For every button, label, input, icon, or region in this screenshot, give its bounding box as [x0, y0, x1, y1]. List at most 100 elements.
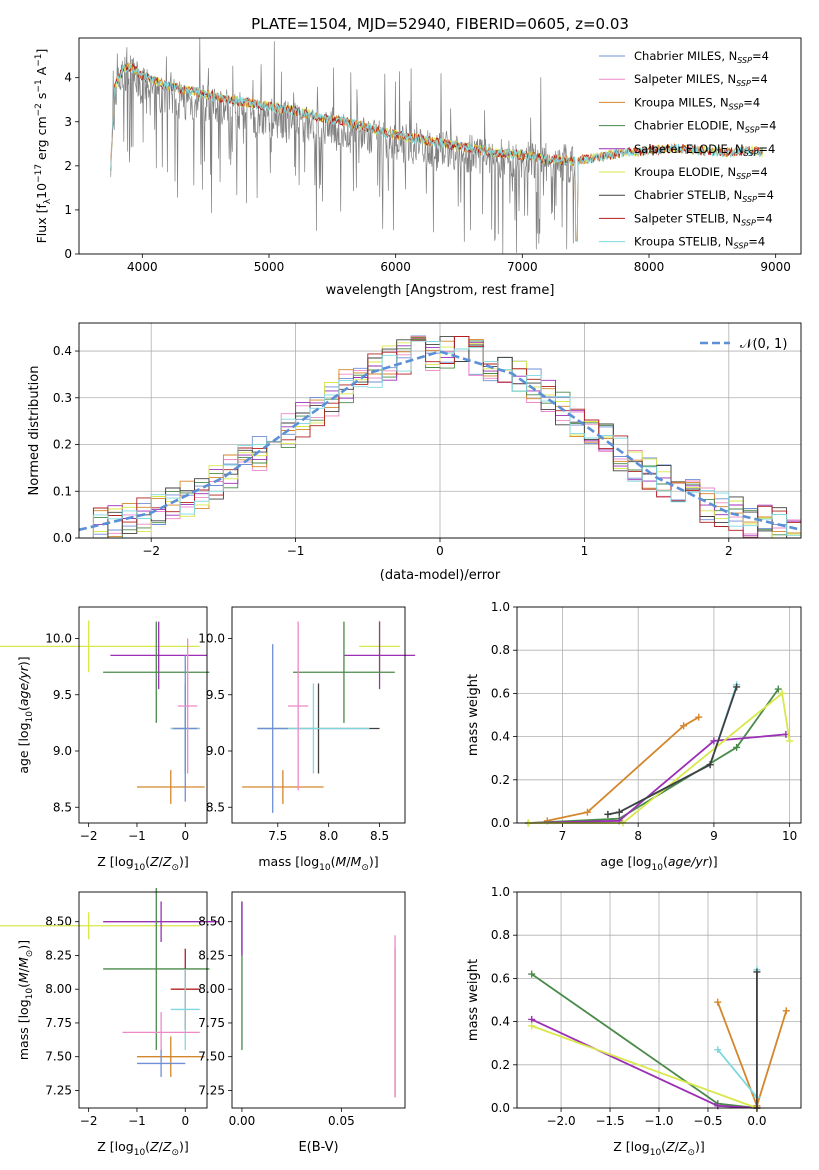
x-tick-label: 1	[581, 544, 589, 558]
spectrum-panel: 4000 5000 6000 7000 8000 9000 0 1 2 3 4 wavelength …	[34, 37, 802, 298]
x-tick-label: −2	[80, 829, 98, 843]
x-tick-label: 8000	[634, 260, 665, 274]
spectrum-lines	[110, 38, 764, 254]
x-tick-label: 0.05	[328, 1114, 355, 1128]
legend-label: Kroupa MILES, NSSP=4	[634, 95, 760, 111]
y-tick-label: 0	[64, 247, 72, 261]
y-tick-label: 1.0	[491, 885, 510, 899]
mass-vs-metallicity-panel: −2 −1 0 7.25 7.50 7.75 8.00 8.25 8.50 Z [log10(Z/…	[0, 887, 220, 1158]
residuals-panel: −2 −1 0 1 2 0.0 0.1 0.2 0.3 0.4 (data-model)/error…	[27, 322, 802, 583]
axes-frame	[516, 891, 802, 1109]
axes-frame	[78, 37, 802, 255]
residual-histogram	[79, 338, 801, 539]
legend-label: Salpeter ELODIE, NSSP=4	[634, 142, 775, 158]
x-axis-label: Z [log10(Z/Z⊙)]	[97, 1139, 189, 1158]
y-tick-label: 9.0	[53, 744, 72, 758]
legend-label: Kroupa STELIB, NSSP=4	[634, 235, 765, 251]
x-axis-label: age [log10(age/yr)]	[600, 854, 717, 873]
y-tick-label: 8.50	[198, 915, 225, 929]
weight-line	[717, 969, 758, 1100]
weight-line	[607, 684, 738, 816]
axes-frame	[516, 606, 802, 824]
x-tick-label: 4000	[127, 260, 158, 274]
y-tick-label: 0.6	[491, 686, 510, 700]
y-tick-label: 7.50	[45, 1050, 72, 1064]
x-tick-label: 9000	[760, 260, 791, 274]
age-vs-metallicity-panel: −2 −1 0 8.5 9.0 9.5 10.0 Z [log10(Z/Z⊙)] age [lo…	[0, 606, 210, 873]
y-tick-label: 10.0	[45, 632, 72, 646]
y-tick-label: 7.50	[198, 1050, 225, 1064]
gaussian-curve	[78, 350, 802, 532]
x-tick-label: −1	[287, 544, 305, 558]
y-tick-label: 0.2	[491, 773, 510, 787]
y-tick-label: 8.50	[45, 915, 72, 929]
legend-label: Chabrier MILES, NSSP=4	[634, 49, 769, 65]
weight-line	[547, 716, 700, 822]
x-tick-label: −1	[128, 1114, 146, 1128]
y-tick-label: 0.3	[53, 391, 72, 405]
axes-frame	[78, 891, 208, 1109]
residual-histogram	[79, 340, 801, 539]
x-tick-label: 7	[559, 829, 567, 843]
legend-label: 𝒩(0, 1)	[740, 337, 787, 352]
y-tick-label: 8.5	[206, 800, 225, 814]
x-axis-label: Z [log10(Z/Z⊙)]	[613, 1139, 705, 1158]
y-axis-label: mass weight	[466, 959, 481, 1041]
legend-label: Salpeter STELIB, NSSP=4	[634, 211, 773, 227]
residual-histogram	[79, 336, 801, 539]
x-tick-label: 7000	[507, 260, 538, 274]
x-axis-label: mass [log10(M/M⊙)]	[258, 854, 378, 873]
axes-frame	[78, 322, 802, 539]
weight-line	[531, 1018, 757, 1109]
y-tick-label: 9.5	[53, 688, 72, 702]
weight-line	[531, 973, 757, 1109]
y-tick-label: 8.25	[45, 948, 72, 962]
x-axis-label: E(B-V)	[298, 1140, 338, 1155]
y-tick-label: 3	[64, 115, 72, 129]
y-axis-label: Flux [fλ10−17 erg cm−2 s−1 A−1]	[34, 49, 53, 244]
x-tick-label: 8.0	[319, 829, 338, 843]
y-tick-label: 4	[64, 71, 72, 85]
y-tick-label: 0.4	[491, 730, 510, 744]
y-tick-label: 9.0	[206, 744, 225, 758]
x-tick-label: 5000	[254, 260, 285, 274]
y-tick-label: 9.5	[206, 688, 225, 702]
x-tick-label: 0.0	[747, 1114, 766, 1128]
y-tick-label: 0.2	[53, 438, 72, 452]
y-tick-label: 7.75	[45, 1016, 72, 1030]
age-vs-mass-panel: 7.5 8.0 8.5 8.5 9.0 9.5 10.0 mass [log10(M/M⊙)]	[198, 606, 416, 873]
x-tick-label: 2	[725, 544, 733, 558]
x-tick-label: 6000	[380, 260, 411, 274]
weight-line	[528, 691, 791, 824]
y-tick-label: 1	[64, 203, 72, 217]
y-tick-label: 2	[64, 159, 72, 173]
figure-title: PLATE=1504, MJD=52940, FIBERID=0605, z=0…	[251, 15, 629, 33]
weight-vs-metallicity-panel: −2.0 −1.5 −1.0 −0.5 0.0 0.0 0.2 0.4 0.6 0.8 1.0 Z […	[466, 885, 802, 1158]
mass-vs-ebv-panel: 0.00 0.05 7.25 7.50 7.75 8.00 8.25 8.50 E(B-V)	[198, 891, 406, 1155]
legend-label: Kroupa ELODIE, NSSP=4	[634, 165, 768, 181]
x-tick-label: −1	[128, 829, 146, 843]
x-tick-label: −0.5	[693, 1114, 722, 1128]
weight-line	[531, 1025, 758, 1109]
y-tick-label: 0.2	[491, 1058, 510, 1072]
y-tick-label: 0.4	[53, 344, 72, 358]
legend-label: Chabrier ELODIE, NSSP=4	[634, 119, 776, 135]
x-tick-label: 0	[436, 544, 444, 558]
y-tick-label: 8.25	[198, 948, 225, 962]
y-tick-label: 0.0	[491, 816, 510, 830]
y-axis-label: age [log10(age/yr)]	[16, 656, 35, 773]
axes-frame	[231, 606, 406, 824]
x-axis-label: (data-model)/error	[380, 568, 501, 583]
x-tick-label: 0.00	[229, 1114, 256, 1128]
y-tick-label: 0.0	[491, 1101, 510, 1115]
y-tick-label: 1.0	[491, 600, 510, 614]
y-tick-label: 0.0	[53, 531, 72, 545]
weight-vs-age-panel: 7 8 9 10 0.0 0.2 0.4 0.6 0.8 1.0 age [log10(age/yr…	[466, 600, 802, 873]
y-axis-label: Normed distribution	[27, 366, 42, 496]
y-tick-label: 8.00	[198, 982, 225, 996]
x-tick-label: 7.5	[268, 829, 287, 843]
y-tick-label: 0.1	[53, 484, 72, 498]
y-tick-label: 7.75	[198, 1016, 225, 1030]
y-tick-label: 8.00	[45, 982, 72, 996]
